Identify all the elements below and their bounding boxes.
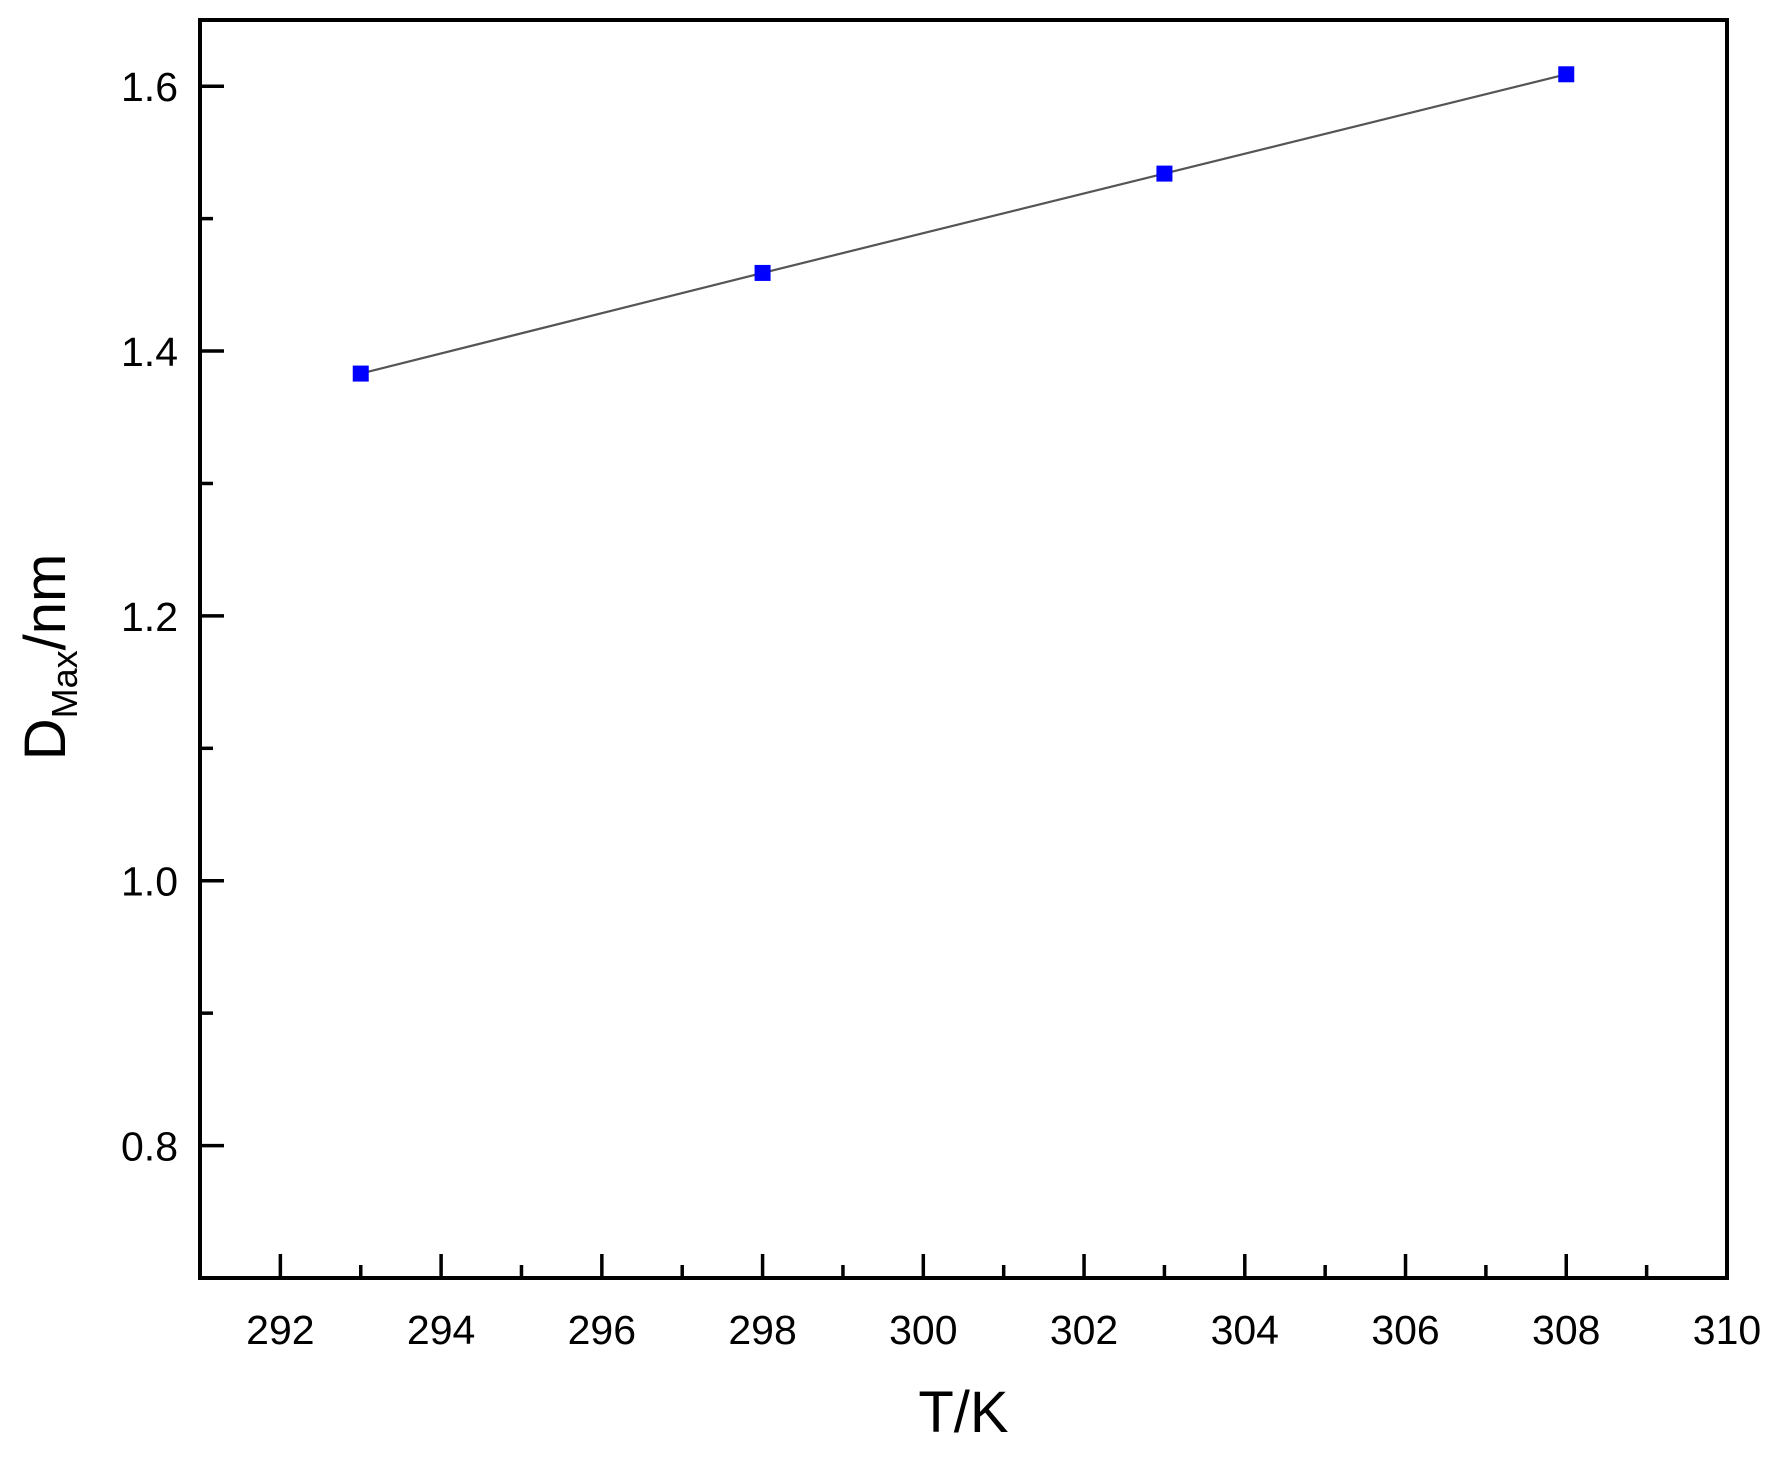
x-tick-label: 296 — [568, 1307, 636, 1353]
x-tick-label: 298 — [728, 1307, 796, 1353]
x-tick-label: 304 — [1211, 1307, 1279, 1353]
x-axis-title: T/K — [918, 1380, 1009, 1445]
x-tick-label: 308 — [1532, 1307, 1600, 1353]
y-axis-ticks: 0.8 1.0 1.2 1.4 1.6 — [121, 64, 224, 1170]
x-axis-ticks: 292 294 296 298 300 302 304 306 308 310 — [246, 1254, 1761, 1353]
x-tick-label: 306 — [1371, 1307, 1439, 1353]
x-tick-label: 310 — [1693, 1307, 1761, 1353]
data-point — [754, 264, 771, 281]
y-axis-title-sub: Max — [44, 650, 85, 718]
data-point — [1558, 66, 1575, 83]
y-tick-label: 1.2 — [121, 594, 178, 640]
data-point — [352, 365, 369, 382]
y-tick-label: 0.8 — [121, 1124, 178, 1170]
series-group — [352, 66, 1575, 382]
y-tick-label: 1.4 — [121, 329, 178, 375]
plot-frame — [198, 18, 1729, 1280]
y-axis-title: DMax/nm — [13, 554, 85, 761]
y-tick-label: 1.0 — [121, 859, 178, 905]
series-line — [360, 73, 1567, 375]
x-tick-label: 300 — [889, 1307, 957, 1353]
x-tick-label: 292 — [246, 1307, 314, 1353]
x-tick-label: 294 — [407, 1307, 475, 1353]
x-tick-label: 302 — [1050, 1307, 1118, 1353]
data-point — [1156, 165, 1173, 182]
y-axis-title-main: D — [13, 718, 78, 760]
y-axis-title-suffix: /nm — [13, 554, 78, 651]
y-tick-label: 1.6 — [121, 64, 178, 110]
